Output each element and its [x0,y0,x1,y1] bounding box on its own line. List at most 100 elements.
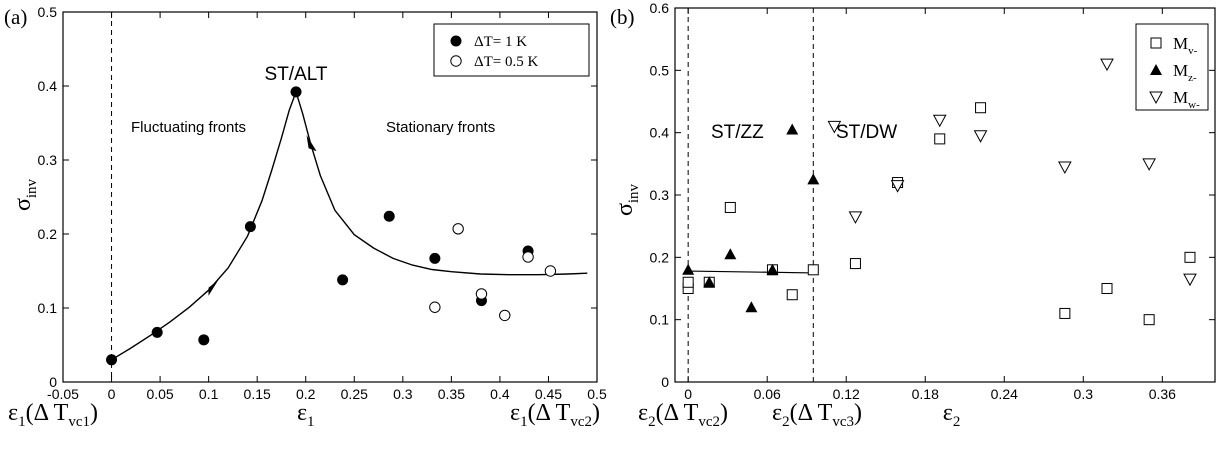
data-point-mv [849,258,861,270]
annotation-left-region: Fluctuating fronts [131,119,246,136]
y-tick-label: 0.2 [38,226,58,242]
data-point-mv [1101,283,1113,294]
data-point-mv [1184,251,1196,263]
data-point-dt05 [522,251,534,263]
data-point-mv [934,133,946,145]
data-point-mv [786,289,798,301]
threshold-label: ε2(Δ Tvc2) [638,400,728,430]
annotation-right-region: ST/DW [836,122,897,143]
fit-line [688,270,814,274]
x-tick-label: 0.3 [393,386,413,402]
data-point-dt1 [151,326,163,338]
x-tick-label: -0.05 [47,386,79,402]
legend-entry: ΔT= 0.5 K [474,54,539,70]
y-tick-label: 0.5 [38,4,58,20]
legend-entry: Mv- [1173,34,1198,57]
data-point-dt05 [499,309,511,322]
data-point-mw [848,211,863,224]
x-tick-label: 0.2 [296,386,316,402]
x-tick-label: 0.36 [1149,386,1176,402]
x-tick-label: 0.18 [912,386,939,402]
data-point-dt1 [290,86,302,98]
annotation-left-region: ST/ZZ [711,122,764,143]
legend-marker [1149,91,1163,105]
x-axis-label: ε1 [297,400,315,430]
data-point-dt05 [475,288,488,300]
y-tick-label: 0.3 [38,152,58,168]
annotation-peak: ST/ALT [265,64,328,85]
x-tick-label: 0 [108,386,116,402]
data-point-mw [890,180,905,193]
y-tick-label: 0.4 [650,125,670,141]
data-point-dt05 [544,265,557,277]
data-point-mz [724,248,737,260]
x-tick-label: 0.05 [146,386,173,402]
panel-label: (a) [4,5,27,29]
data-point-mw [1100,58,1114,72]
legend-marker [450,35,462,47]
data-point-mz [786,123,799,135]
legend-box [433,23,590,77]
x-tick-label: 0.24 [991,386,1018,402]
legend-marker [450,55,462,67]
data-point-mz [745,301,758,313]
data-point-dt05 [429,301,441,313]
legend-box [1135,23,1209,111]
legend-marker [1150,37,1162,49]
data-point-dt05 [452,223,464,235]
data-point-mv [1143,314,1155,326]
panel-a: -0.05 0 0.05 0.1 0.15 0.2 0.25 0.3 0.35 0.4 0.45 0.… [4,4,607,430]
x-tick-label: 0.1 [199,386,219,402]
data-point-mw [1142,158,1156,171]
x-tick-label: 0.12 [833,386,860,402]
data-point-dt1 [244,221,256,233]
x-tick-label: 0.25 [341,386,368,402]
y-tick-label: 0.1 [650,312,670,328]
direction-arrow [306,135,317,152]
data-point-mw [1058,161,1072,174]
data-point-mz [766,263,779,275]
data-point-dt1 [198,334,210,346]
panel-b: 0 0.06 0.12 0.18 0.24 0.3 0.36 0 0.1 0.2 0.3 0.4 0.5… [610,0,1216,430]
data-point-mz [682,263,695,275]
data-point-dt1 [106,354,118,366]
data-point-mv [807,264,819,276]
x-tick-label: 0 [684,386,692,402]
data-point-dt1 [337,274,349,286]
y-tick-label: 0.5 [650,62,670,78]
data-point-mv [1059,307,1071,319]
data-point-mw [973,130,988,143]
data-point-mw [932,114,947,128]
y-tick-label: 0.3 [650,187,670,203]
threshold-label: ε1(Δ Tvc1) [8,400,98,430]
direction-arrow [208,279,219,296]
plot-frame [674,7,1216,383]
x-tick-label: 0.45 [535,386,562,402]
legend-marker [1150,64,1162,75]
legend: ΔT= 1 K ΔT= 0.5 K [433,23,590,77]
data-point-mz [703,276,716,288]
data-point-dt1 [383,210,395,222]
legend-entry: Mz- [1173,61,1197,84]
y-axis-label: σinv [612,183,642,216]
data-point-dt1 [429,252,441,264]
y-tick-label: 0.1 [38,300,58,316]
threshold-label: ε1(Δ Tvc2) [510,400,600,430]
plot-frame [62,11,598,383]
data-point-mw [1183,273,1197,287]
data-point-mv [724,201,736,213]
x-tick-label: 0.06 [754,386,781,402]
threshold-label: ε2(Δ Tvc3) [772,400,862,430]
legend-entry: Mw- [1173,88,1200,111]
data-point-mw [827,120,842,134]
x-tick-label: 0.3 [1074,386,1094,402]
x-axis-label: ε2 [943,400,961,430]
panel-label: (b) [610,5,635,29]
legend: Mv- Mz- Mw- [1135,23,1209,111]
trend-curve [111,89,588,361]
annotation-right-region: Stationary fronts [386,119,495,136]
x-tick-label: 0.5 [587,386,607,402]
y-tick-label: 0.4 [38,78,58,94]
data-point-mz [807,173,820,185]
